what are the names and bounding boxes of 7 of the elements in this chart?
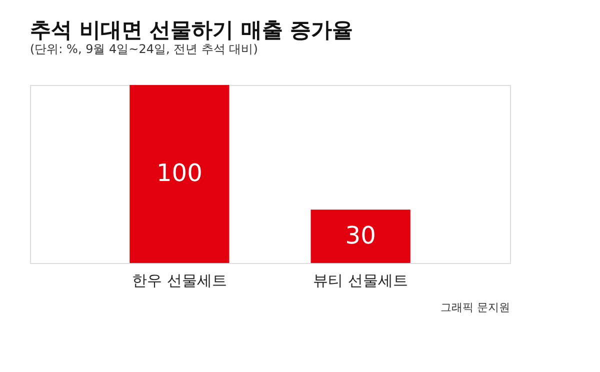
text: 그래픽 문지원: [440, 301, 510, 314]
data-label: 30: [345, 221, 376, 250]
x-tick-label: 한우 선물세트: [132, 272, 227, 290]
chart-title: 추석 비대면 선물하기 매출 증가율: [30, 18, 354, 42]
x-tick-label: 뷰티 선물세트: [313, 272, 408, 290]
chart-subtitle: (단위: %, 9월 4일~24일, 전년 추석 대비): [30, 42, 258, 56]
data-label: 100: [156, 159, 202, 187]
